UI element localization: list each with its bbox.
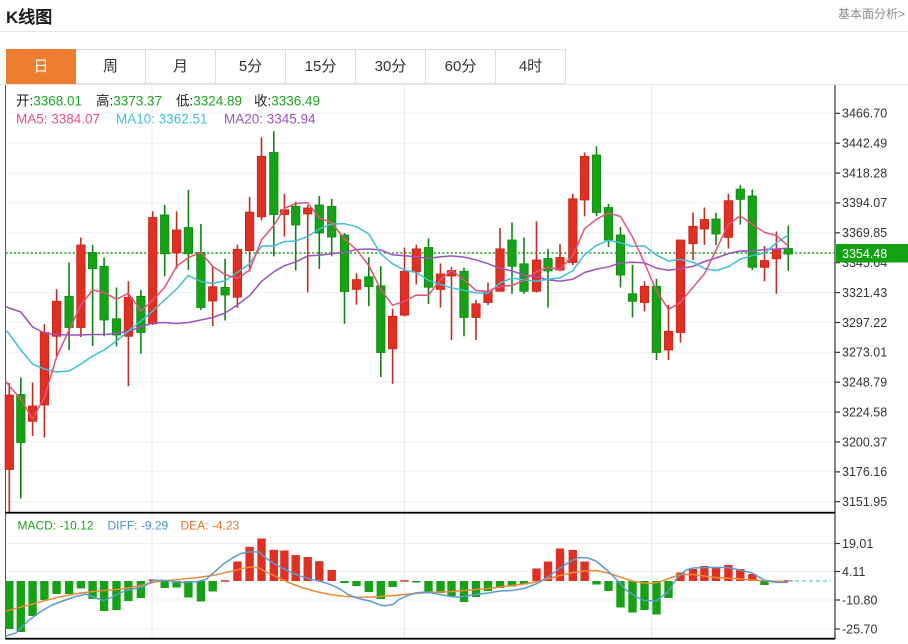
svg-text:3394.07: 3394.07 [842, 196, 887, 210]
svg-text:3151.95: 3151.95 [842, 495, 887, 509]
svg-text:3321.43: 3321.43 [842, 286, 887, 300]
svg-text:DIFF: -9.29: DIFF: -9.29 [108, 519, 169, 533]
svg-text:MA10: 3362.51: MA10: 3362.51 [116, 112, 208, 127]
svg-text:3176.16: 3176.16 [842, 465, 887, 479]
svg-text:3354.48: 3354.48 [842, 247, 887, 261]
svg-text:4.11: 4.11 [842, 565, 865, 579]
svg-text:收:3336.49: 收:3336.49 [254, 94, 320, 109]
svg-text:MA20: 3345.94: MA20: 3345.94 [224, 112, 316, 127]
svg-text:3224.58: 3224.58 [842, 405, 887, 419]
svg-text:低:3324.89: 低:3324.89 [176, 94, 242, 109]
svg-text:3442.49: 3442.49 [842, 137, 887, 151]
svg-text:-10.80: -10.80 [842, 593, 877, 607]
svg-text:3418.28: 3418.28 [842, 166, 887, 180]
svg-text:3369.85: 3369.85 [842, 226, 887, 240]
svg-text:开:3368.01: 开:3368.01 [16, 94, 82, 109]
svg-text:3273.01: 3273.01 [842, 346, 887, 360]
svg-text:3297.22: 3297.22 [842, 316, 887, 330]
svg-text:DEA: -4.23: DEA: -4.23 [181, 519, 240, 533]
svg-text:-25.70: -25.70 [842, 622, 877, 636]
svg-text:MACD: -10.12: MACD: -10.12 [18, 519, 94, 533]
svg-text:3200.37: 3200.37 [842, 435, 887, 449]
svg-text:3466.70: 3466.70 [842, 107, 887, 121]
svg-text:MA5: 3384.07: MA5: 3384.07 [16, 112, 100, 127]
svg-text:3248.79: 3248.79 [842, 376, 887, 390]
svg-text:高:3373.37: 高:3373.37 [96, 93, 162, 109]
svg-text:19.01: 19.01 [842, 537, 873, 551]
